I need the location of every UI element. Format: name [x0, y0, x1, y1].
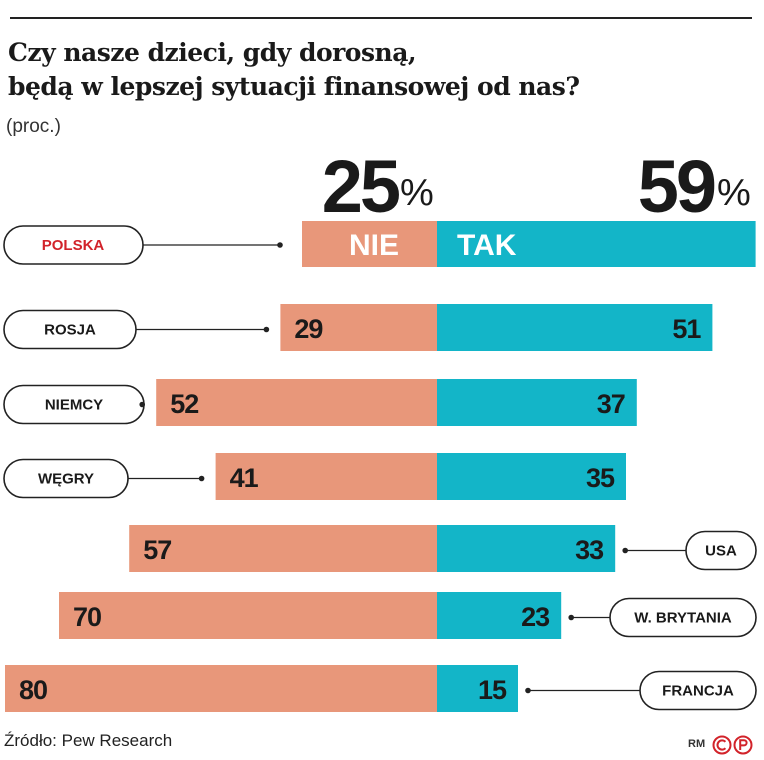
leader-dot-węgry: [198, 475, 205, 482]
bar-tak-francja: [437, 665, 518, 712]
bar-tak-rosja: [437, 304, 713, 351]
country-label-niemcy: NIEMCY: [45, 397, 103, 414]
bar-tak-usa: [437, 525, 616, 572]
bar-tak-w-brytania: [437, 592, 562, 639]
value-tak-niemcy: 37: [597, 389, 625, 419]
value-tak-w-brytania: 23: [521, 602, 550, 632]
source-note: Źródło: Pew Research: [4, 731, 173, 750]
top-rule: [10, 17, 752, 19]
bar-nie-polska: [302, 221, 437, 267]
leader-dot-rosja: [263, 326, 270, 333]
country-label-usa: USA: [705, 543, 737, 560]
percent-tak-polska: %: [717, 172, 751, 214]
unit-label: (proc.): [6, 116, 61, 137]
value-nie-w-brytania: 70: [73, 602, 101, 632]
value-nie-usa: 57: [143, 535, 171, 565]
bar-nie-francja: [5, 665, 437, 712]
leader-dot-niemcy: [139, 401, 145, 408]
leader-dot-polska: [277, 242, 283, 248]
leader-dot-francja: [525, 687, 531, 694]
legend-nie-label: NIE: [349, 229, 399, 262]
country-label-polska: POLSKA: [42, 237, 105, 254]
value-tak-polska: 59: [638, 145, 715, 228]
title-line-2: będą w lepszej sytuacji finansowej od na…: [8, 72, 580, 101]
leader-dot-w-brytania: [568, 614, 574, 621]
value-nie-rosja: 29: [294, 314, 323, 344]
value-nie-węgry: 41: [230, 463, 259, 493]
country-label-rosja: ROSJA: [44, 322, 96, 339]
value-tak-francja: 15: [478, 675, 507, 705]
value-tak-usa: 33: [575, 535, 604, 565]
chart-title: Czy nasze dzieci, gdy dorosną, będą w le…: [8, 36, 748, 104]
author-credit: RM: [688, 738, 706, 750]
country-label-francja: FRANCJA: [662, 683, 734, 700]
value-tak-węgry: 35: [586, 463, 615, 493]
value-tak-rosja: 51: [672, 314, 701, 344]
value-nie-francja: 80: [19, 675, 47, 705]
bar-nie-usa: [129, 525, 437, 572]
bar-tak-niemcy: [437, 379, 637, 426]
publisher-logo-icon: [712, 735, 753, 755]
value-nie-polska: 25: [322, 145, 400, 228]
bar-nie-rosja: [280, 304, 437, 351]
bar-tak-węgry: [437, 453, 626, 500]
bar-nie-węgry: [215, 453, 437, 500]
percent-nie-polska: %: [400, 172, 434, 214]
country-label-węgry: WĘGRY: [38, 471, 94, 488]
bar-tak-polska: [437, 221, 756, 267]
leader-dot-usa: [622, 547, 628, 554]
title-line-1: Czy nasze dzieci, gdy dorosną,: [8, 38, 417, 67]
country-label-w-brytania: W. BRYTANIA: [634, 610, 732, 627]
value-nie-niemcy: 52: [170, 389, 198, 419]
bar-nie-niemcy: [156, 379, 437, 426]
bar-nie-w-brytania: [59, 592, 437, 639]
legend-tak-label: TAK: [457, 229, 517, 262]
